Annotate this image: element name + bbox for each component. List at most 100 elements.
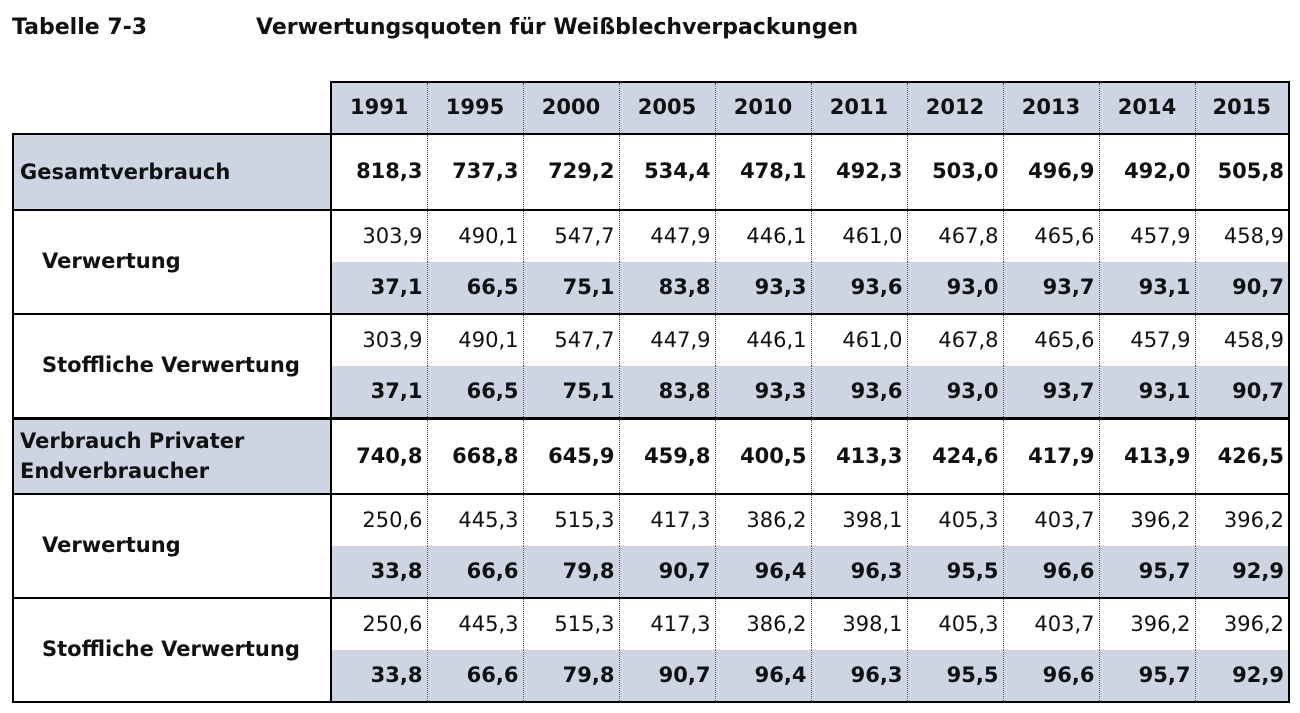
amount-value-cell: 396,2 [1098,597,1195,650]
amount-value-cell: 465,6 [1002,209,1099,262]
total-value-cell: 417,9 [1002,416,1099,494]
sub-category-label: Verwertung [12,209,331,314]
amount-value-cell: 396,2 [1098,493,1195,546]
rate-value-cell: 93,3 [714,262,811,314]
category-label: Verbrauch Privater Endverbraucher [12,416,331,494]
rate-value-cell: 79,8 [522,650,619,703]
rate-value-cell: 93,6 [810,262,907,314]
amount-value-cell: 515,3 [522,597,619,650]
amount-value-cell: 303,9 [330,313,427,366]
rate-value-cell: 95,7 [1098,546,1195,598]
rate-value-cell: 75,1 [522,262,619,314]
table-number: Tabelle 7-3 [12,15,148,40]
amount-value-cell: 398,1 [810,493,907,546]
amount-value-cell: 467,8 [906,313,1003,366]
amount-value-cell: 396,2 [1194,597,1290,650]
amount-value-cell: 250,6 [330,597,427,650]
amount-value-cell: 303,9 [330,209,427,262]
rate-value-cell: 93,0 [906,366,1003,418]
amount-value-cell: 386,2 [714,493,811,546]
year-header-2011: 2011 [810,81,907,134]
amount-value-cell: 417,3 [618,597,715,650]
category-row: Verbrauch Privater Endverbraucher 740,8 66… [12,416,1290,494]
rate-value-cell: 90,7 [1194,262,1290,314]
year-header-2014: 2014 [1098,81,1195,134]
year-header-2013: 2013 [1002,81,1099,134]
total-value-cell: 668,8 [426,416,523,494]
total-value-cell: 424,6 [906,416,1003,494]
category-row: Gesamtverbrauch 818,3 737,3 729,2 534,4 478,1… [12,133,1290,210]
rate-value-cell: 92,9 [1194,546,1290,598]
amount-value-cell: 403,7 [1002,493,1099,546]
amount-value-cell: 461,0 [810,313,907,366]
year-header-2015: 2015 [1194,81,1290,134]
rate-value-cell: 33,8 [330,546,427,598]
amount-value-cell: 445,3 [426,493,523,546]
total-value-cell: 534,4 [618,133,715,210]
total-value-cell: 426,5 [1194,416,1290,494]
total-value-cell: 492,0 [1098,133,1195,210]
rate-value-cell: 93,7 [1002,262,1099,314]
rate-value-cell: 90,7 [1194,366,1290,418]
year-header-2005: 2005 [618,81,715,134]
rate-value-cell: 93,1 [1098,262,1195,314]
rate-value-cell: 37,1 [330,366,427,418]
rate-value-cell: 92,9 [1194,650,1290,703]
amount-value-cell: 250,6 [330,493,427,546]
total-value-cell: 478,1 [714,133,811,210]
amount-value-cell: 457,9 [1098,209,1195,262]
sub-category-label: Stoffliche Verwertung [12,597,331,703]
rate-value-cell: 66,5 [426,262,523,314]
rate-value-cell: 66,6 [426,546,523,598]
year-header-1995: 1995 [426,81,523,134]
amount-value-cell: 490,1 [426,313,523,366]
rate-value-cell: 93,7 [1002,366,1099,418]
table-caption: Verwertungsquoten für Weißblechverpackun… [256,15,859,40]
rate-row: 33,8 66,6 79,8 90,7 96,4 96,3 95,5 96,6 95,7 92,9 [13,650,1290,703]
rate-value-cell: 95,5 [906,650,1003,703]
year-header-2012: 2012 [906,81,1003,134]
total-value-cell: 645,9 [522,416,619,494]
year-header-1991: 1991 [330,81,427,134]
rate-value-cell: 79,8 [522,546,619,598]
amount-value-cell: 403,7 [1002,597,1099,650]
amount-value-cell: 405,3 [906,493,1003,546]
rate-value-cell: 96,3 [810,650,907,703]
rate-value-cell: 33,8 [330,650,427,703]
table-title: Tabelle 7-3 Verwertungsquoten für Weißble… [12,8,858,48]
rate-row: 33,8 66,6 79,8 90,7 96,4 96,3 95,5 96,6 95,7 92,9 [13,546,1290,598]
sub-category-label: Stoffliche Verwertung [12,313,331,418]
amount-value-cell: 547,7 [522,209,619,262]
amount-row: Verwertung 303,9 490,1 547,7 447,9 446,1 461,0… [12,209,1290,314]
rate-value-cell: 96,6 [1002,546,1099,598]
amount-value-cell: 461,0 [810,209,907,262]
amount-value-cell: 396,2 [1194,493,1290,546]
rate-value-cell: 96,4 [714,546,811,598]
amount-value-cell: 465,6 [1002,313,1099,366]
amount-value-cell: 458,9 [1194,313,1290,366]
rate-value-cell: 93,0 [906,262,1003,314]
amount-row: Verwertung 250,6 445,3 515,3 417,3 386,2 398,1… [12,493,1290,598]
amount-value-cell: 457,9 [1098,313,1195,366]
total-value-cell: 413,3 [810,416,907,494]
rate-value-cell: 95,7 [1098,650,1195,703]
rate-row: 37,1 66,5 75,1 83,8 93,3 93,6 93,0 93,7 93,1 90,7 [13,366,1290,418]
rate-value-cell: 95,5 [906,546,1003,598]
amount-value-cell: 458,9 [1194,209,1290,262]
rate-value-cell: 93,3 [714,366,811,418]
total-value-cell: 400,5 [714,416,811,494]
year-header-2010: 2010 [714,81,811,134]
rate-value-cell: 75,1 [522,366,619,418]
amount-row: Stoffliche Verwertung 250,6 445,3 515,3 417,… [12,597,1290,703]
amount-value-cell: 515,3 [522,493,619,546]
rate-value-cell: 96,3 [810,546,907,598]
amount-value-cell: 467,8 [906,209,1003,262]
amount-value-cell: 446,1 [714,209,811,262]
rate-value-cell: 37,1 [330,262,427,314]
total-value-cell: 492,3 [810,133,907,210]
rate-value-cell: 83,8 [618,366,715,418]
rate-value-cell: 93,1 [1098,366,1195,418]
total-value-cell: 818,3 [330,133,427,210]
total-value-cell: 413,9 [1098,416,1195,494]
amount-value-cell: 547,7 [522,313,619,366]
